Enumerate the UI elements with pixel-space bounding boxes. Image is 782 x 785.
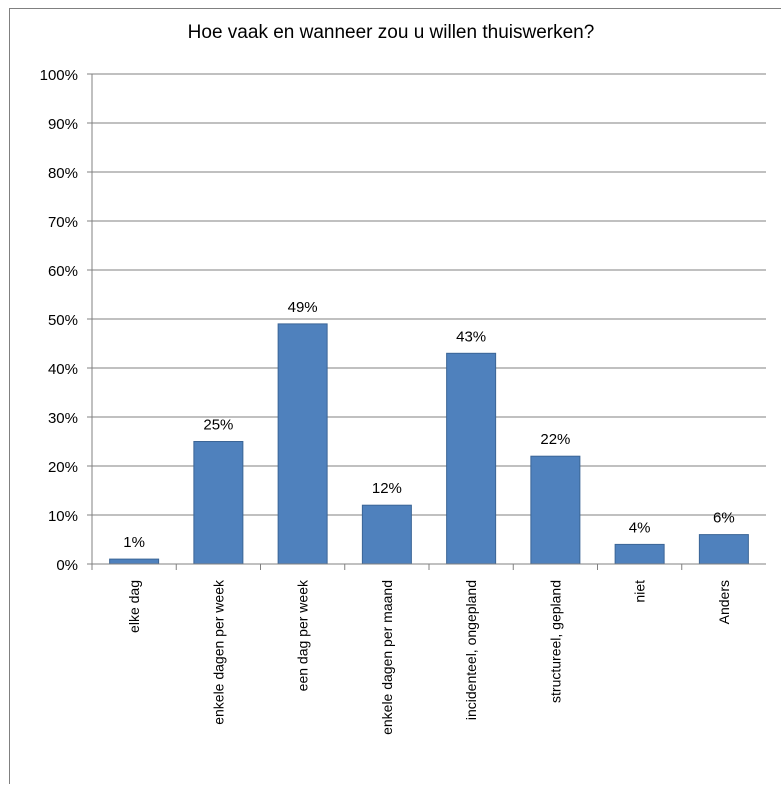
x-tick-label: incidenteel, ongepland — [463, 580, 479, 720]
data-label: 43% — [456, 328, 486, 345]
data-labels: 1% 25% 49% 12% 43% 22% 4% 6% — [123, 299, 734, 551]
bar — [446, 352, 497, 565]
y-tick-label: 100% — [40, 67, 78, 84]
y-tick-label: 0% — [56, 557, 78, 574]
y-tick-label: 20% — [48, 459, 78, 476]
x-tick-label: structureel, gepland — [547, 580, 563, 703]
x-axis-tick-labels: elke dag enkele dagen per week een dag per… — [126, 579, 732, 735]
x-tick-label: elke dag — [126, 580, 142, 633]
data-label: 6% — [713, 510, 735, 527]
data-label: 49% — [288, 299, 318, 316]
y-tick-label: 90% — [48, 116, 78, 133]
x-tick-label: een dag per week — [295, 579, 311, 691]
chart-frame — [9, 8, 781, 784]
y-tick-label: 30% — [48, 410, 78, 427]
data-label: 4% — [629, 519, 651, 536]
y-tick-label: 10% — [48, 508, 78, 525]
data-label: 25% — [203, 417, 233, 434]
bar — [361, 504, 412, 565]
bar — [698, 534, 749, 565]
x-tick-label: Anders — [716, 580, 732, 624]
y-tick-label: 60% — [48, 263, 78, 280]
data-label: 22% — [540, 431, 570, 448]
x-tick-label: enkele dagen per week — [210, 579, 226, 725]
y-tick-label: 40% — [48, 361, 78, 378]
data-label: 12% — [372, 480, 402, 497]
chart-title: Hoe vaak en wanneer zou u willen thuiswe… — [187, 22, 595, 43]
gridlines — [87, 73, 766, 570]
y-tick-label: 80% — [48, 165, 78, 182]
y-tick-label: 70% — [48, 214, 78, 231]
data-label: 1% — [123, 534, 145, 551]
x-tick-label: niet — [632, 580, 648, 603]
x-tick-label: enkele dagen per maand — [379, 580, 395, 735]
y-axis-tick-labels: 0% 10% 20% 30% 40% 50% 60% 70% 80% 90% 100% — [40, 67, 78, 574]
bar — [530, 455, 581, 565]
bar — [109, 558, 160, 565]
bar — [277, 323, 328, 565]
axes — [91, 74, 766, 565]
bars — [109, 323, 749, 565]
y-tick-label: 50% — [48, 312, 78, 329]
bar — [193, 441, 244, 565]
bar — [614, 543, 665, 565]
